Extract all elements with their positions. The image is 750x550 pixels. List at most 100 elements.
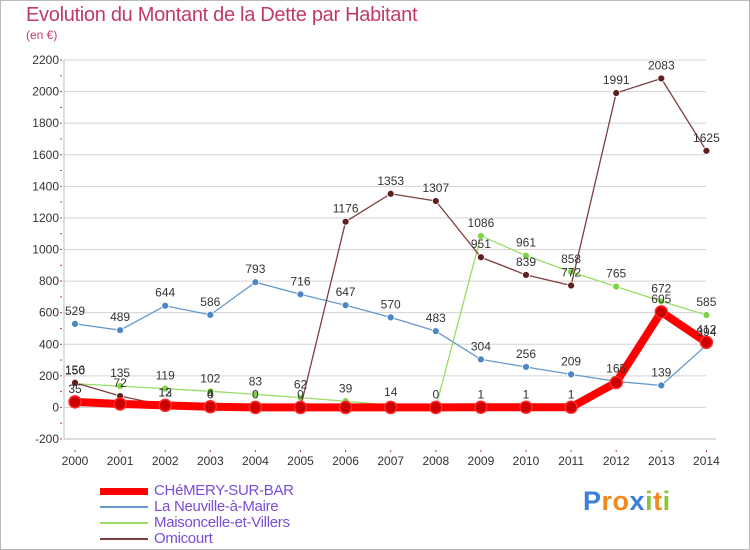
data-point	[654, 305, 669, 319]
data-point	[564, 400, 578, 415]
x-tick-label: 2011	[558, 454, 584, 468]
legend-swatch-la-neuville	[100, 506, 148, 508]
x-tick-label: 2006	[332, 454, 359, 468]
data-label: 605	[651, 292, 671, 306]
data-label: 839	[516, 255, 536, 269]
data-label: 165	[606, 361, 626, 375]
data-label: 35	[68, 382, 82, 396]
data-point	[431, 197, 440, 205]
data-point	[116, 326, 124, 335]
data-point	[71, 378, 79, 387]
data-label: 1625	[693, 131, 720, 145]
data-point	[476, 232, 485, 240]
data-label: 83	[249, 374, 263, 388]
legend-swatch-omicourt	[100, 538, 148, 540]
data-point	[612, 282, 621, 291]
data-label: 0	[432, 387, 439, 401]
data-point	[702, 311, 711, 319]
data-point	[522, 251, 530, 260]
data-label: 394	[696, 325, 716, 339]
y-tick-label: 1000	[32, 243, 59, 257]
data-point	[251, 390, 260, 399]
data-label: 0	[297, 387, 304, 401]
y-tick-label: 1600	[32, 148, 59, 162]
data-point	[657, 381, 666, 390]
data-point	[522, 271, 530, 279]
legend-swatch-chemery	[100, 488, 148, 495]
data-label: 1176	[333, 202, 359, 216]
data-label: 644	[155, 286, 175, 300]
data-point	[296, 290, 305, 299]
data-label: 1	[478, 387, 485, 401]
data-point	[71, 319, 79, 328]
data-point	[161, 384, 170, 393]
data-point	[341, 301, 350, 310]
x-tick-label: 2005	[287, 454, 314, 468]
y-tick-label: 800	[39, 274, 59, 288]
x-tick-label: 2010	[513, 454, 540, 468]
data-label: 135	[110, 366, 130, 380]
chart-title: Evolution du Montant de la Dette par Hab…	[26, 4, 418, 26]
data-point	[519, 400, 533, 415]
y-tick-label: 600	[39, 306, 59, 320]
data-label: 139	[651, 365, 671, 379]
data-label: 570	[381, 297, 401, 311]
data-label: 412	[696, 322, 716, 336]
y-tick-label: 0	[52, 400, 59, 414]
data-label: 489	[110, 310, 130, 324]
legend-swatch-maisoncelle	[100, 522, 148, 524]
y-tick-label: 400	[39, 337, 59, 351]
data-point	[383, 400, 398, 415]
logo-letter: i	[662, 486, 671, 516]
data-point	[203, 400, 218, 414]
data-label: 765	[606, 267, 626, 281]
data-label: 102	[200, 371, 220, 385]
data-label: 586	[200, 295, 220, 309]
data-point	[476, 355, 485, 364]
data-label: 209	[561, 354, 581, 368]
data-label: 119	[156, 369, 175, 383]
data-label: 256	[516, 347, 536, 361]
logo-letter: x	[629, 486, 646, 516]
data-label: 951	[471, 237, 491, 251]
data-label: 4	[207, 387, 214, 401]
logo-letter: t	[653, 486, 663, 516]
data-point	[386, 313, 395, 322]
x-tick-label: 2000	[62, 454, 89, 468]
legend-label-chemery: CHéMERY-SUR-BAR	[154, 482, 294, 499]
data-label: 1	[523, 387, 530, 401]
x-tick-label: 2001	[107, 454, 134, 468]
logo-letter: o	[612, 486, 630, 516]
data-point	[113, 397, 127, 411]
data-point	[567, 370, 575, 379]
y-tick-label: -200	[35, 432, 59, 446]
data-label: 672	[651, 281, 671, 295]
data-label: 13	[159, 385, 173, 399]
data-label: 1307	[422, 181, 449, 195]
data-point	[248, 400, 263, 415]
data-point	[158, 398, 172, 413]
x-tick-label: 2013	[648, 454, 675, 468]
data-label: 2083	[648, 58, 675, 72]
data-point	[386, 189, 395, 198]
logo-letter: i	[645, 486, 654, 516]
data-label: 0	[252, 387, 259, 401]
x-tick-label: 2012	[603, 454, 630, 468]
data-label: 647	[336, 285, 356, 299]
logo-letter: P	[583, 486, 602, 516]
data-point	[474, 400, 488, 415]
data-point	[522, 363, 530, 371]
legend-label-la-neuville: La Neuville-à-Maire	[154, 498, 279, 515]
legend-label-omicourt: Omicourt	[154, 530, 213, 547]
data-label: 150	[65, 364, 85, 378]
data-point	[338, 400, 353, 415]
data-point	[293, 400, 308, 415]
data-point	[657, 297, 666, 306]
data-label: 14	[384, 385, 398, 399]
data-point	[161, 301, 170, 310]
data-label: 793	[245, 262, 265, 276]
data-point	[206, 310, 215, 319]
data-label: 0	[207, 387, 214, 401]
data-label: 1	[568, 387, 575, 401]
